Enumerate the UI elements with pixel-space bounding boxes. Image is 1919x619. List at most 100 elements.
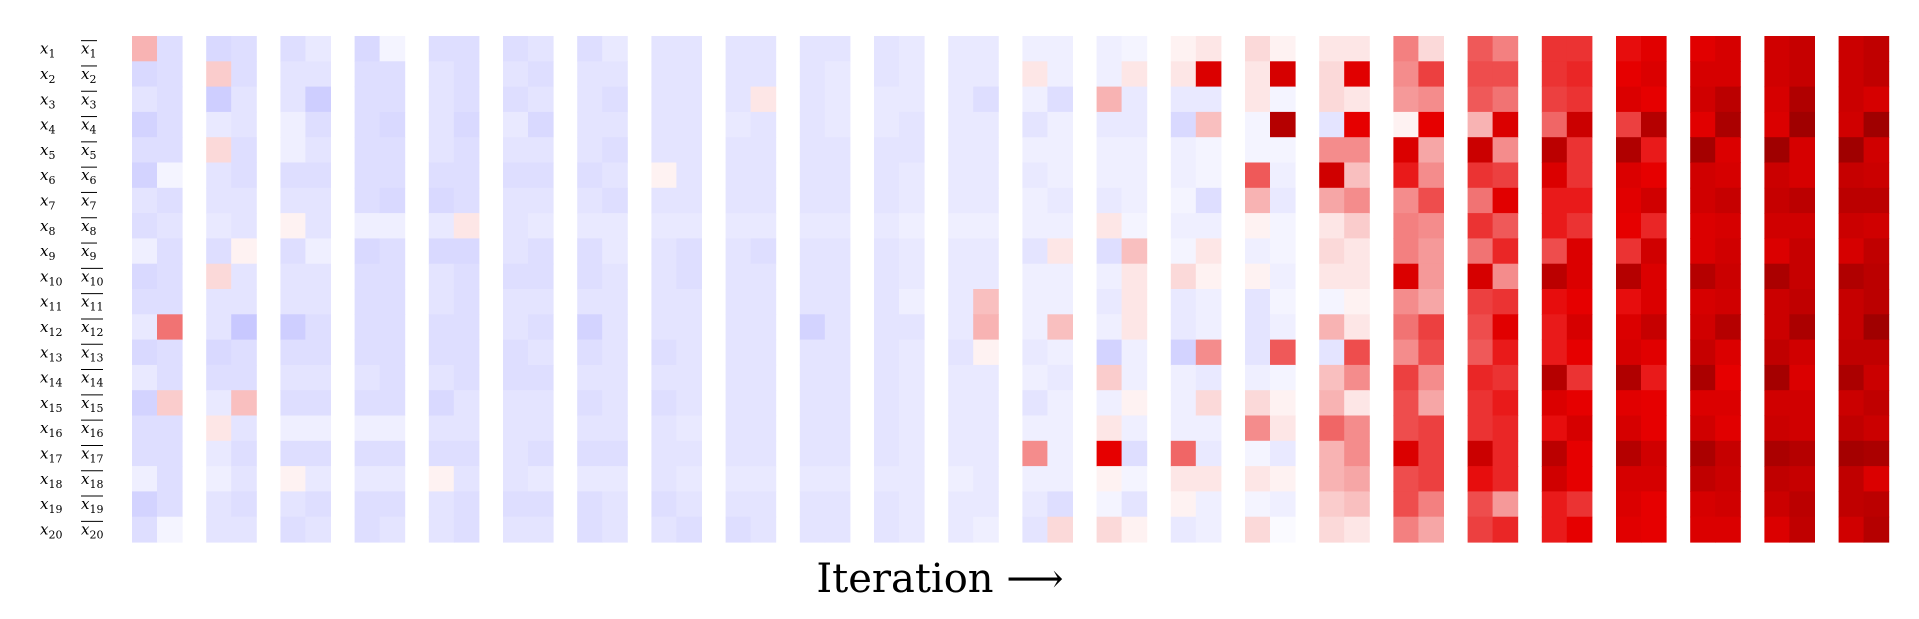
cell-not-x <box>1566 213 1593 239</box>
cell-not-x <box>1195 36 1222 62</box>
cell-not-x <box>157 440 183 467</box>
cell-not-x <box>1863 36 1890 62</box>
cell-x <box>206 238 232 265</box>
cell-x <box>799 339 826 366</box>
cell-x <box>1764 491 1790 518</box>
cell-not-x <box>1047 390 1073 417</box>
cell-not-x <box>1641 263 1667 290</box>
cell-x <box>1764 415 1790 442</box>
cell-not-x <box>899 415 925 442</box>
cell-not-x <box>1195 440 1222 467</box>
cell-x <box>1690 162 1716 189</box>
cell-x <box>428 238 455 265</box>
cell-x <box>1616 415 1642 442</box>
negated-row-label: x4 <box>81 116 96 137</box>
cell-not-x <box>305 111 331 138</box>
cell-not-x <box>1715 466 1741 492</box>
cell-not-x <box>528 61 554 88</box>
cell-not-x <box>676 111 702 138</box>
cell-not-x <box>1492 314 1519 341</box>
cell-not-x <box>973 61 999 88</box>
cell-not-x <box>528 137 554 164</box>
cell-not-x <box>1715 238 1741 265</box>
cell-x <box>1690 440 1716 467</box>
cell-not-x <box>1344 162 1370 189</box>
row-label: x14 <box>40 369 62 390</box>
cell-x <box>1393 516 1419 543</box>
cell-not-x <box>528 263 554 290</box>
cell-x <box>1245 111 1271 138</box>
cell-x <box>874 415 900 442</box>
cell-x <box>1393 364 1419 391</box>
cell-x <box>354 162 381 189</box>
cell-x <box>132 390 158 417</box>
cell-x <box>1096 86 1123 113</box>
cell-x <box>354 516 381 543</box>
cell-not-x <box>824 289 851 315</box>
cell-x <box>1096 61 1123 88</box>
cell-x <box>1616 61 1642 88</box>
cell-x <box>280 187 306 214</box>
cell-not-x <box>305 516 331 543</box>
cell-x <box>1838 314 1865 341</box>
cell-x <box>1467 111 1494 138</box>
cell-not-x <box>1641 61 1667 88</box>
cell-not-x <box>750 61 777 88</box>
cell-x <box>1319 364 1345 391</box>
cell-not-x <box>1121 137 1148 164</box>
cell-not-x <box>305 238 331 265</box>
cell-x <box>725 314 752 341</box>
cell-x <box>503 111 529 138</box>
cell-x <box>280 415 306 442</box>
cell-not-x <box>157 213 183 239</box>
cell-x <box>874 86 900 113</box>
cell-x <box>1690 86 1716 113</box>
cell-x <box>1096 314 1123 341</box>
cell-x <box>1690 466 1716 492</box>
cell-x <box>206 466 232 492</box>
cell-x <box>1319 516 1345 543</box>
cell-not-x <box>1270 162 1296 189</box>
cell-not-x <box>602 36 628 62</box>
cell-x <box>725 238 752 265</box>
cell-not-x <box>157 137 183 164</box>
cell-not-x <box>1789 36 1815 62</box>
cell-not-x <box>1047 86 1073 113</box>
cell-x <box>206 390 232 417</box>
cell-not-x <box>1641 415 1667 442</box>
cell-x <box>206 364 232 391</box>
cell-not-x <box>453 263 480 290</box>
cell-not-x <box>602 440 628 467</box>
cell-x <box>1838 86 1865 113</box>
cell-not-x <box>1641 491 1667 518</box>
cell-not-x <box>1270 36 1296 62</box>
negated-row-label: x11 <box>81 293 103 314</box>
cell-x <box>1690 238 1716 265</box>
cell-not-x <box>1270 364 1296 391</box>
cell-x <box>206 440 232 467</box>
cell-x <box>1764 364 1790 391</box>
cell-x <box>799 466 826 492</box>
cell-not-x <box>305 440 331 467</box>
cell-x <box>428 263 455 290</box>
cell-not-x <box>676 187 702 214</box>
cell-x <box>1467 162 1494 189</box>
cell-x <box>503 516 529 543</box>
cell-x <box>428 314 455 341</box>
cell-not-x <box>676 466 702 492</box>
cell-not-x <box>1418 339 1444 366</box>
cell-not-x <box>1195 187 1222 214</box>
cell-x <box>1393 86 1419 113</box>
cell-x <box>1764 238 1790 265</box>
cell-x <box>132 61 158 88</box>
cell-not-x <box>1492 466 1519 492</box>
cell-x <box>577 314 603 341</box>
cell-not-x <box>824 390 851 417</box>
row-label: x17 <box>40 444 62 465</box>
cell-x <box>1393 61 1419 88</box>
cell-not-x <box>157 364 183 391</box>
cell-not-x <box>1195 289 1222 315</box>
cell-not-x <box>453 364 480 391</box>
cell-x <box>1393 213 1419 239</box>
cell-x <box>1616 263 1642 290</box>
